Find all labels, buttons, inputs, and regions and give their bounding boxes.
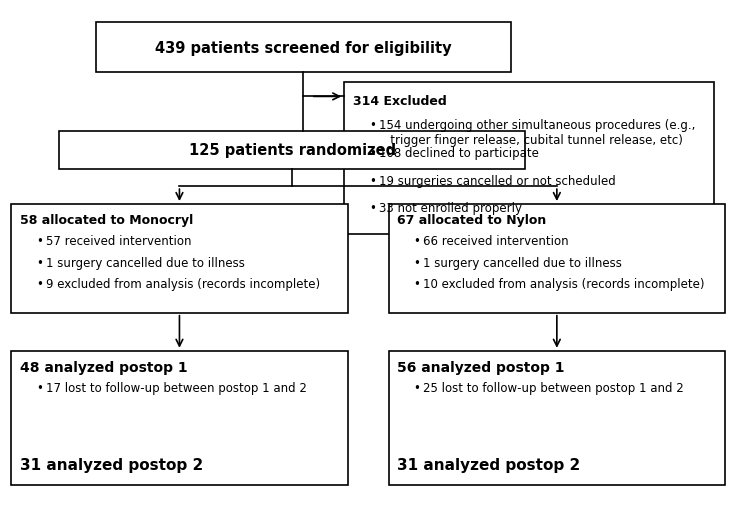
Text: •: • <box>369 146 376 160</box>
FancyBboxPatch shape <box>96 23 511 73</box>
FancyBboxPatch shape <box>11 351 348 485</box>
Text: •: • <box>414 256 420 269</box>
Text: 25 lost to follow-up between postop 1 and 2: 25 lost to follow-up between postop 1 an… <box>423 381 684 394</box>
FancyBboxPatch shape <box>388 205 725 313</box>
Text: •: • <box>36 235 43 248</box>
Text: •: • <box>36 381 43 394</box>
Text: 154 undergoing other simultaneous procedures (e.g.,
   trigger finger release, c: 154 undergoing other simultaneous proced… <box>379 119 696 146</box>
Text: •: • <box>414 381 420 394</box>
Text: •: • <box>36 256 43 269</box>
Text: 31 analyzed postop 2: 31 analyzed postop 2 <box>397 457 581 472</box>
Text: 57 received intervention: 57 received intervention <box>46 235 192 248</box>
Text: 33 not enrolled properly: 33 not enrolled properly <box>379 202 522 215</box>
Text: •: • <box>414 235 420 248</box>
Text: 48 analyzed postop 1: 48 analyzed postop 1 <box>20 360 188 374</box>
Text: 1 surgery cancelled due to illness: 1 surgery cancelled due to illness <box>46 256 245 269</box>
Text: •: • <box>414 277 420 290</box>
FancyBboxPatch shape <box>11 205 348 313</box>
Text: 125 patients randomized: 125 patients randomized <box>189 143 396 158</box>
Text: 66 received intervention: 66 received intervention <box>423 235 569 248</box>
Text: 31 analyzed postop 2: 31 analyzed postop 2 <box>20 457 204 472</box>
FancyBboxPatch shape <box>388 351 725 485</box>
FancyBboxPatch shape <box>344 83 714 235</box>
Text: 67 allocated to Nylon: 67 allocated to Nylon <box>397 214 547 227</box>
Text: •: • <box>369 119 376 132</box>
Text: 1 surgery cancelled due to illness: 1 surgery cancelled due to illness <box>423 256 622 269</box>
FancyBboxPatch shape <box>59 131 525 169</box>
Text: 9 excluded from analysis (records incomplete): 9 excluded from analysis (records incomp… <box>46 277 320 290</box>
Text: 439 patients screened for eligibility: 439 patients screened for eligibility <box>155 40 451 56</box>
Text: •: • <box>369 174 376 187</box>
Text: 56 analyzed postop 1: 56 analyzed postop 1 <box>397 360 565 374</box>
Text: •: • <box>369 202 376 215</box>
Text: 58 allocated to Monocryl: 58 allocated to Monocryl <box>20 214 193 227</box>
Text: 10 excluded from analysis (records incomplete): 10 excluded from analysis (records incom… <box>423 277 704 290</box>
Text: 17 lost to follow-up between postop 1 and 2: 17 lost to follow-up between postop 1 an… <box>46 381 307 394</box>
Text: 314 Excluded: 314 Excluded <box>353 94 447 108</box>
Text: 19 surgeries cancelled or not scheduled: 19 surgeries cancelled or not scheduled <box>379 174 616 187</box>
Text: 108 declined to participate: 108 declined to participate <box>379 146 539 160</box>
Text: •: • <box>36 277 43 290</box>
